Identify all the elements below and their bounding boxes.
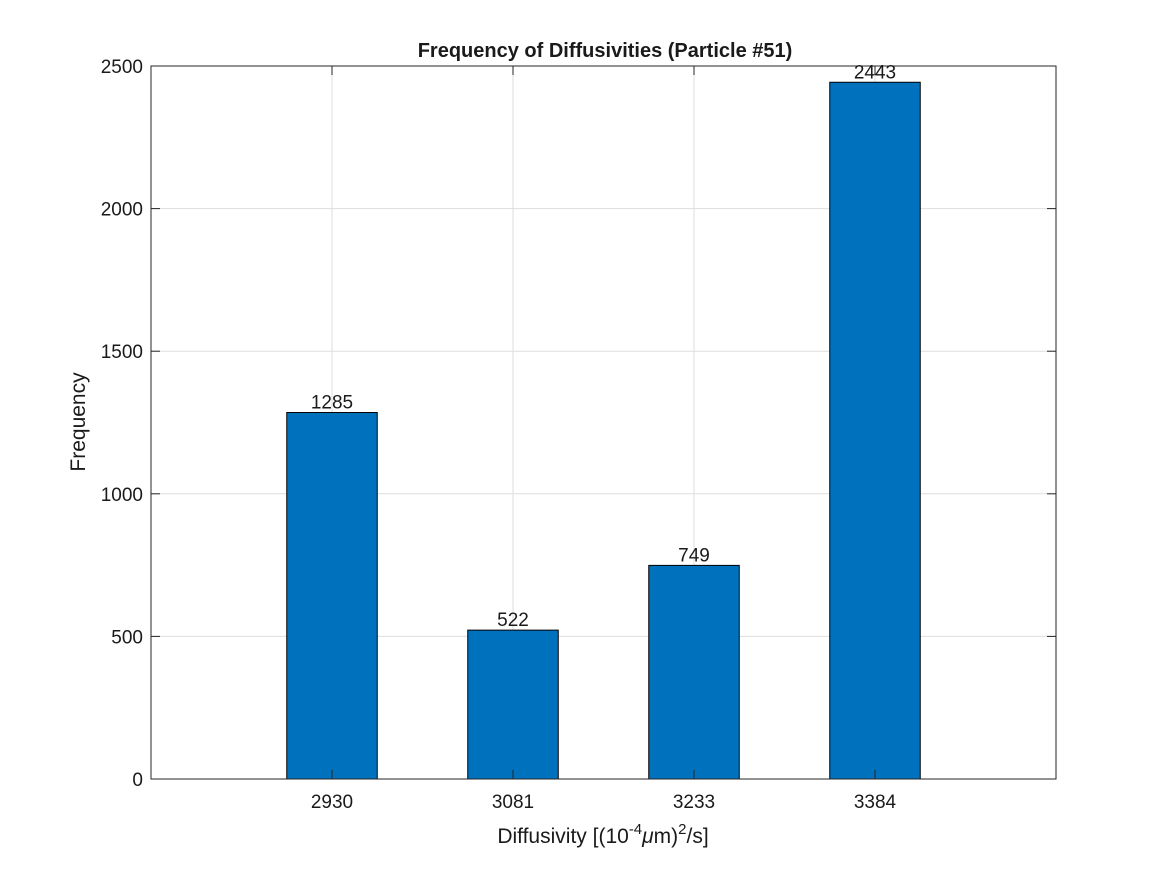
- bar: [829, 81, 921, 780]
- y-tick-label: 2000: [101, 200, 143, 221]
- data-label: 2443: [854, 62, 896, 83]
- data-label: 1285: [311, 393, 353, 414]
- x-axis-label-exponent-1: -4: [629, 821, 642, 838]
- bars-layer: [286, 81, 921, 780]
- bar: [286, 412, 378, 780]
- y-tick-label: 500: [111, 627, 143, 648]
- x-axis-label-exponent-2: 2: [678, 821, 686, 838]
- x-tick-label: 3233: [673, 792, 715, 813]
- ticks-layer: [151, 65, 1056, 780]
- y-tick-label: 2500: [101, 57, 143, 78]
- x-axis-label-mu: μ: [641, 825, 654, 848]
- bar: [648, 564, 740, 780]
- x-axis-label: Diffusivity [(10-4μm)2/s]: [497, 821, 708, 848]
- x-axis-label-prefix: Diffusivity [(10: [497, 825, 629, 848]
- axes-box: [150, 65, 1057, 780]
- data-label: 522: [497, 610, 529, 631]
- labels-layer: 0 500 1000 1500 2000 2500 2930 1285 3081 522 3233 7…: [101, 57, 897, 813]
- data-label: 749: [678, 545, 710, 566]
- y-tick-label: 1000: [101, 485, 143, 506]
- x-tick-label: 3384: [854, 792, 897, 813]
- chart-title: Frequency of Diffusivities (Particle #51…: [418, 40, 793, 62]
- x-tick-label: 2930: [311, 792, 353, 813]
- y-tick-label: 1500: [101, 342, 143, 363]
- y-axis-label: Frequency: [67, 372, 90, 472]
- x-tick-label: 3081: [492, 792, 534, 813]
- x-axis-label-suffix: /s]: [687, 825, 709, 848]
- y-tick-label: 0: [132, 770, 143, 791]
- x-axis-label-mid: m): [654, 825, 679, 848]
- bar: [467, 629, 559, 780]
